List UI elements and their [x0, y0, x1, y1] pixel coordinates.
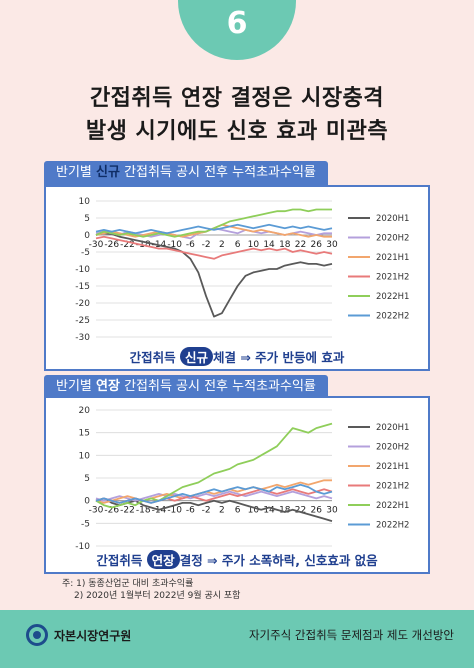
x-tick-label: 6 [235, 506, 241, 516]
page-title-line2: 발생 시기에도 신호 효과 미관측 [85, 119, 389, 144]
series-line-2022H2 [95, 223, 333, 235]
chart1-tab-pre: 반기별 [56, 165, 97, 180]
legend-label-2022H1: 2022H1 [376, 501, 409, 511]
chart2-caption-pre: 간접취득 [96, 553, 147, 568]
x-tick-label: 22 [295, 240, 306, 250]
chart2-tab-pre: 반기별 [56, 379, 97, 394]
chart2-tab-highlight: 연장 [96, 379, 120, 394]
x-tick-label: -26 [104, 506, 119, 516]
y-tick-label: 0 [84, 231, 90, 241]
series-line-2021H2 [95, 235, 333, 260]
chart1-tab-post: 간접취득 공시 전후 누적초과수익률 [119, 165, 316, 180]
x-tick-label: -30 [89, 506, 104, 516]
chart1-panel: 10 5 0 -5 -10 -15 -20 -25 -30 -30 -26 -22 -18 -14 -10-… [44, 185, 430, 371]
x-tick-label: 18 [279, 240, 291, 250]
legend-label-2020H1: 2020H1 [376, 214, 409, 224]
x-tick-label: -10 [167, 240, 182, 250]
y-tick-label: -20 [75, 299, 90, 309]
chart1-caption-highlight: 신규 [179, 347, 213, 366]
x-tick-label: 26 [311, 240, 323, 250]
y-tick-label: -15 [75, 282, 90, 292]
chart1-caption: 간접취득 신규 체결 ⇒ 주가 반등에 효과 [46, 347, 428, 366]
chart2-caption-highlight: 연장 [146, 550, 180, 569]
series-line-2022H1 [95, 208, 332, 238]
x-tick-label: -2 [202, 506, 211, 516]
x-tick-label: -26 [104, 240, 119, 250]
chart2-tab: 반기별 연장 간접취득 공시 전후 누적초과수익률 [44, 375, 328, 399]
x-tick-label: -6 [186, 240, 195, 250]
chart1-tab-highlight: 신규 [96, 165, 120, 180]
legend-label-2021H2: 2021H2 [376, 273, 409, 283]
y-tick-label: 10 [79, 451, 91, 461]
chart2-panel: 20 15 10 5 0 -5 -10 -30 -26 -22 -18 -14 -10 -6 -2 2 6 10 1… [44, 396, 430, 574]
series-line-2020H1 [95, 232, 333, 318]
y-tick-label: 5 [84, 474, 90, 484]
chart1-caption-pre: 간접취득 [129, 350, 180, 365]
y-tick-label: 5 [84, 214, 90, 224]
section-badge: 6 [178, 0, 296, 60]
y-tick-label: -25 [75, 316, 90, 326]
chart1-tab: 반기별 신규 간접취득 공시 전후 누적초과수익률 [44, 161, 328, 185]
x-tick-label: 14 [263, 240, 275, 250]
section-number: 6 [226, 6, 248, 41]
x-tick-label: 2 [219, 506, 225, 516]
note-2: 2) 2020년 1월부터 2022년 9월 공시 포함 [74, 591, 241, 601]
page-title-line1: 간접취득 연장 결정은 시장충격 [89, 86, 385, 111]
legend-label-2022H2: 2022H2 [376, 521, 409, 531]
y-tick-label: 15 [79, 429, 90, 439]
legend-label-2021H2: 2021H2 [376, 482, 409, 492]
chart1-caption-post: 체결 ⇒ 주가 반등에 효과 [212, 350, 345, 365]
x-tick-label: 10 [248, 506, 260, 516]
x-tick-label: -18 [136, 506, 151, 516]
x-tick-label: 22 [295, 506, 306, 516]
legend-label-2020H1: 2020H1 [376, 423, 409, 433]
x-tick-label: 30 [326, 506, 338, 516]
x-tick-label: 26 [311, 506, 323, 516]
legend-label-2022H2: 2022H2 [376, 312, 409, 322]
x-tick-label: 30 [326, 240, 338, 250]
chart2-caption-post: 결정 ⇒ 주가 소폭하락, 신호효과 없음 [179, 553, 378, 568]
series-line-2020H2 [95, 490, 333, 502]
legend-label-2021H1: 2021H1 [376, 462, 409, 472]
legend-label-2022H1: 2022H1 [376, 292, 409, 302]
x-tick-label: 14 [263, 506, 275, 516]
x-tick-label: -30 [89, 240, 104, 250]
x-tick-label: -6 [186, 506, 195, 516]
legend-label-2020H2: 2020H2 [376, 443, 409, 453]
y-tick-label: -10 [75, 265, 90, 275]
x-tick-label: 6 [235, 240, 241, 250]
report-title: 자기주식 간접취득 문제점과 제도 개선방안 [248, 628, 454, 642]
y-tick-label: 0 [84, 497, 90, 507]
chart2-caption: 간접취득 연장 결정 ⇒ 주가 소폭하락, 신호효과 없음 [46, 550, 428, 569]
y-tick-label: -10 [75, 542, 90, 550]
y-tick-label: -5 [81, 248, 90, 258]
x-tick-label: -14 [152, 506, 167, 516]
y-tick-label: 20 [79, 406, 91, 416]
kcmi-logo-icon [26, 624, 48, 646]
notes: 주: 1) 동종산업군 대비 초과수익률 2) 2020년 1월부터 2022년… [62, 578, 240, 602]
x-tick-label: -10 [167, 506, 182, 516]
footer: 자본시장연구원 자기주식 간접취득 문제점과 제도 개선방안 [0, 610, 474, 668]
legend-label-2021H1: 2021H1 [376, 253, 409, 263]
x-tick-label: -22 [120, 506, 135, 516]
x-tick-label: 10 [248, 240, 260, 250]
org-name: 자본시장연구원 [54, 629, 132, 643]
x-tick-label: -22 [120, 240, 135, 250]
legend-label-2020H2: 2020H2 [376, 234, 409, 244]
y-tick-label: -30 [75, 333, 90, 343]
x-tick-label: -2 [202, 240, 211, 250]
x-tick-label: 2 [219, 240, 225, 250]
y-tick-label: 10 [79, 197, 91, 207]
y-tick-label: -5 [81, 519, 90, 529]
x-tick-label: 18 [279, 506, 291, 516]
series-line-2022H2 [95, 483, 333, 504]
note-1: 주: 1) 동종산업군 대비 초과수익률 [62, 579, 194, 589]
series-line-2022H1 [95, 422, 333, 509]
chart2-tab-post: 간접취득 공시 전후 누적초과수익률 [119, 379, 316, 394]
